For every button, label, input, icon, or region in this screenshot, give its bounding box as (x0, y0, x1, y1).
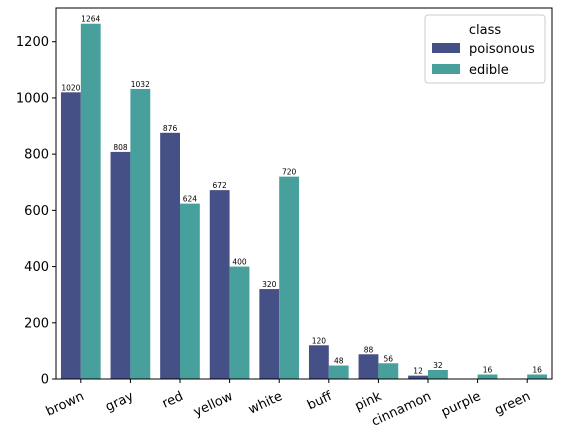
x-tick-label: green (493, 389, 533, 418)
y-tick-label: 400 (24, 260, 49, 275)
bar-edible-cinnamon (428, 370, 448, 379)
y-tick-label: 600 (24, 204, 49, 219)
legend: class poisonous edible (424, 14, 546, 84)
y-tick-label: 800 (24, 148, 49, 163)
legend-swatch-edible (432, 64, 460, 74)
y-tick-label: 0 (41, 373, 49, 388)
x-tick-label: buff (305, 389, 335, 414)
data-label-poisonous-red: 876 (163, 124, 178, 133)
bar-poisonous-yellow (209, 190, 230, 379)
data-label-edible-cinnamon: 32 (433, 361, 443, 370)
bar-edible-red (180, 203, 200, 379)
data-label-poisonous-yellow: 672 (213, 181, 228, 190)
legend-title: class (469, 23, 501, 38)
bar-edible-buff (328, 365, 349, 379)
x-tick-label: yellow (191, 389, 235, 420)
data-label-edible-pink: 56 (384, 354, 394, 363)
bar-edible-white (279, 176, 300, 379)
bar-poisonous-brown (60, 92, 81, 380)
bar-poisonous-cinnamon (408, 375, 428, 379)
data-label-poisonous-brown: 1020 (61, 83, 80, 92)
x-tick-label: purple (439, 389, 483, 420)
data-label-edible-green: 16 (532, 366, 542, 375)
bar-edible-pink (378, 363, 399, 379)
bar-edible-gray (130, 88, 151, 379)
bar-edible-purple (477, 374, 498, 379)
plot-frame (55, 7, 553, 380)
data-label-edible-red: 624 (183, 195, 198, 204)
data-label-edible-purple: 16 (483, 366, 493, 375)
legend-label-edible: edible (469, 63, 509, 78)
data-label-poisonous-cinnamon: 12 (413, 367, 423, 376)
bars-layer (60, 23, 548, 380)
x-tick-label: gray (103, 389, 136, 415)
data-label-edible-buff: 48 (334, 357, 344, 366)
bar-edible-brown (80, 23, 101, 380)
legend-label-poisonous: poisonous (469, 42, 535, 57)
bar-poisonous-white (259, 289, 280, 379)
data-label-poisonous-white: 320 (262, 280, 277, 289)
y-tick-label: 1000 (16, 91, 49, 106)
bar-poisonous-buff (308, 345, 329, 379)
data-label-poisonous-pink: 88 (364, 345, 374, 354)
x-tick-label: brown (44, 389, 87, 420)
data-label-edible-white: 720 (282, 168, 297, 177)
bar-poisonous-pink (358, 354, 379, 379)
data-label-edible-gray: 1032 (131, 80, 150, 89)
data-label-poisonous-gray: 808 (113, 143, 128, 152)
bar-poisonous-red (160, 132, 180, 379)
data-label-edible-brown: 1264 (81, 15, 100, 24)
bar-edible-yellow (229, 266, 250, 379)
x-tick-label: red (160, 389, 186, 412)
x-tick-label: white (246, 389, 285, 418)
y-axis: 0 200 400 600 800 1000 1200 (16, 35, 56, 388)
data-label-poisonous-buff: 120 (312, 336, 327, 345)
data-labels-layer: 1020 808 876 672 320 120 88 12 1264 1032 624 400 720… (61, 15, 542, 376)
legend-items: poisonous edible (432, 42, 535, 78)
bar-poisonous-gray (110, 151, 131, 379)
bar-edible-green (527, 374, 548, 379)
data-label-edible-yellow: 400 (232, 258, 247, 267)
legend-swatch-poisonous (432, 43, 460, 53)
y-tick-label: 200 (24, 316, 49, 331)
y-tick-label: 1200 (16, 35, 49, 50)
